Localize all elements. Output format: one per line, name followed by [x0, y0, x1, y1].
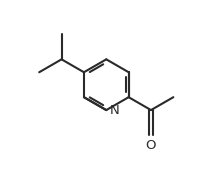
Text: O: O [146, 139, 156, 152]
Text: N: N [110, 104, 119, 117]
